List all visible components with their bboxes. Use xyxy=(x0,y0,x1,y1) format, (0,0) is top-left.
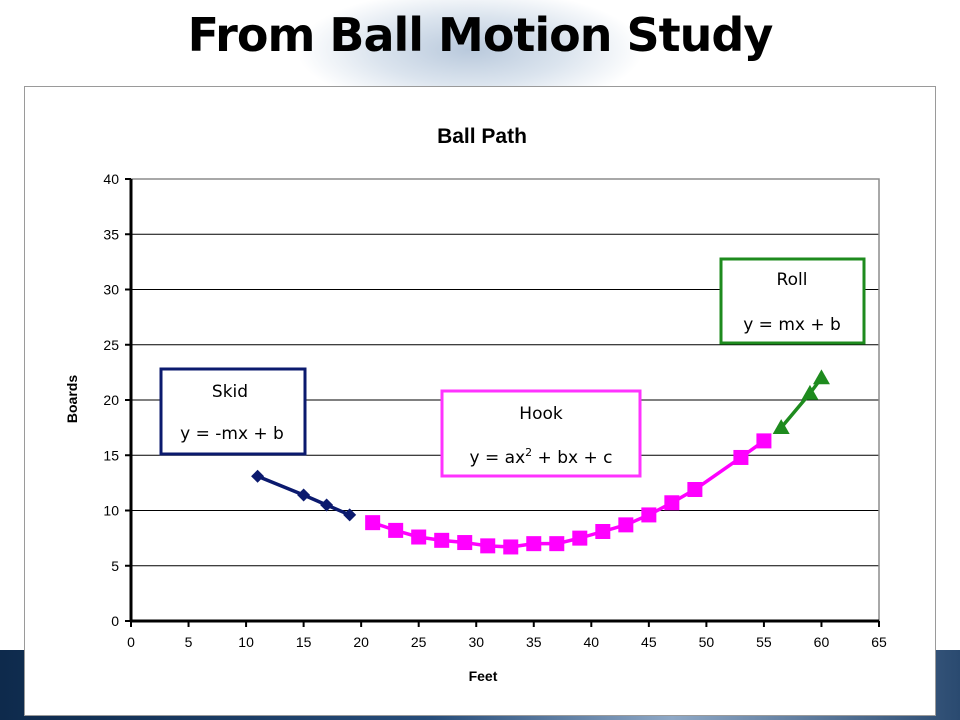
chart-title: Ball Path xyxy=(437,125,527,148)
hook-series xyxy=(365,433,772,555)
y-tick-label: 20 xyxy=(103,392,119,408)
hook-callout-formula: y = ax2 + bx + c xyxy=(470,446,613,468)
y-tick-label: 5 xyxy=(111,558,119,574)
hook-point xyxy=(549,536,565,552)
x-axis-ticks: 0 5 10 15 20 25 30 35 40 45 50 55 60 65 xyxy=(127,621,887,650)
hook-point xyxy=(664,495,680,511)
y-axis-label: Boards xyxy=(64,375,80,423)
hook-point xyxy=(365,515,381,531)
y-tick-label: 25 xyxy=(103,337,119,353)
hook-point xyxy=(411,529,427,545)
hook-callout-box xyxy=(440,389,642,478)
x-tick-label: 0 xyxy=(127,634,135,650)
hook-point xyxy=(503,539,519,555)
x-tick-label: 50 xyxy=(699,634,715,650)
x-tick-label: 55 xyxy=(756,634,772,650)
hook-point xyxy=(526,536,542,552)
x-tick-label: 40 xyxy=(584,634,600,650)
roll-point xyxy=(772,419,790,434)
roll-callout-title: Roll xyxy=(777,270,808,290)
y-tick-label: 0 xyxy=(111,613,119,629)
skid-point xyxy=(343,508,357,522)
y-tick-label: 10 xyxy=(103,503,119,519)
hook-formula-part2: + bx + c xyxy=(532,448,612,468)
skid-series-line xyxy=(256,474,351,517)
chart-frame: 0 5 10 15 20 25 30 35 40 0 5 10 15 20 25 30 35 40 45 50 55 6… xyxy=(24,86,936,716)
x-tick-label: 20 xyxy=(353,634,369,650)
hook-point xyxy=(756,433,772,449)
ball-path-chart: 0 5 10 15 20 25 30 35 40 0 5 10 15 20 25 30 35 40 45 50 55 6… xyxy=(64,125,887,684)
x-tick-label: 30 xyxy=(468,634,484,650)
roll-point xyxy=(812,369,830,385)
hook-formula-exponent: 2 xyxy=(525,446,532,459)
roll-callout-box xyxy=(719,257,866,345)
hook-point xyxy=(457,535,473,551)
y-axis-ticks: 0 5 10 15 20 25 30 35 40 xyxy=(103,171,131,629)
x-tick-label: 10 xyxy=(238,634,254,650)
y-tick-label: 35 xyxy=(103,226,119,242)
hook-callout-title: Hook xyxy=(519,404,563,424)
y-tick-label: 15 xyxy=(103,447,119,463)
hook-point xyxy=(733,449,749,465)
hook-formula-part1: y = ax xyxy=(470,448,526,468)
roll-series xyxy=(772,369,830,434)
skid-series xyxy=(251,469,357,522)
hook-point xyxy=(618,517,634,533)
roll-callout: Roll y = mx + b xyxy=(719,257,866,345)
y-tick-label: 30 xyxy=(103,282,119,298)
y-tick-label: 40 xyxy=(103,171,119,187)
roll-series-line xyxy=(779,376,823,429)
hook-callout: Hook y = ax2 + bx + c xyxy=(440,389,642,478)
hook-point xyxy=(434,532,450,548)
x-tick-label: 65 xyxy=(871,634,887,650)
skid-callout: Skid y = -mx + b xyxy=(159,367,307,456)
x-tick-label: 5 xyxy=(185,634,193,650)
series-layer xyxy=(251,369,830,555)
slide-title: From Ball Motion Study xyxy=(187,8,774,62)
hook-point xyxy=(641,507,657,523)
hook-point xyxy=(595,523,611,539)
x-axis-label: Feet xyxy=(469,668,498,684)
skid-callout-box xyxy=(159,367,307,456)
roll-callout-formula: y = mx + b xyxy=(743,315,841,335)
x-tick-label: 15 xyxy=(296,634,312,650)
skid-point xyxy=(297,488,311,502)
hook-point xyxy=(480,538,496,554)
skid-point xyxy=(251,469,265,483)
x-tick-label: 45 xyxy=(641,634,657,650)
x-tick-label: 35 xyxy=(526,634,542,650)
x-tick-label: 60 xyxy=(814,634,830,650)
skid-point xyxy=(320,498,334,512)
skid-callout-title: Skid xyxy=(212,382,248,402)
hook-point xyxy=(572,530,588,546)
hook-point xyxy=(388,522,404,538)
x-tick-label: 25 xyxy=(411,634,427,650)
roll-point xyxy=(801,384,819,400)
skid-callout-formula: y = -mx + b xyxy=(180,424,284,444)
hook-point xyxy=(687,482,703,498)
